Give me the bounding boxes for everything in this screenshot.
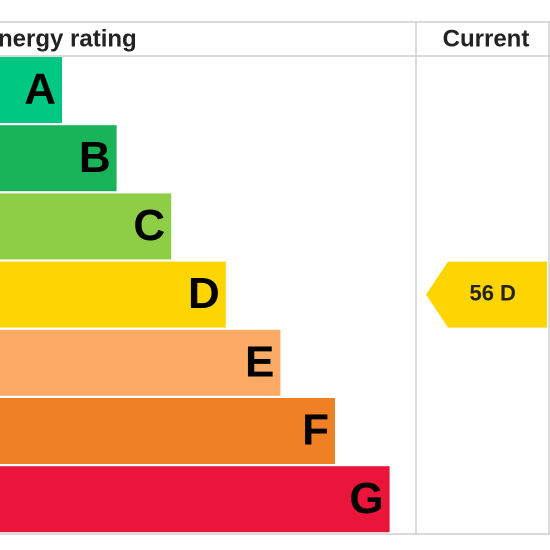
band-letter: D [188,269,220,318]
current-rating: 56 D [426,261,547,328]
band-bar [0,466,390,533]
band-bar [0,329,281,396]
band-letter: G [349,474,383,523]
header-title: Energy rating [0,25,137,52]
current-band: D [500,280,516,305]
band-letter: F [302,406,329,455]
header-current: Current [443,25,530,52]
band-bar [0,398,335,464]
current-score: 56 [470,280,494,305]
rating-arrow [426,261,547,328]
band-bar [0,193,172,260]
band-bar [0,261,226,328]
band-letter: E [245,337,274,386]
band-bar [0,57,62,123]
band-letter: C [133,201,165,250]
band-bar [0,125,117,192]
band-letter: B [79,133,111,182]
band-letter: A [24,65,56,114]
